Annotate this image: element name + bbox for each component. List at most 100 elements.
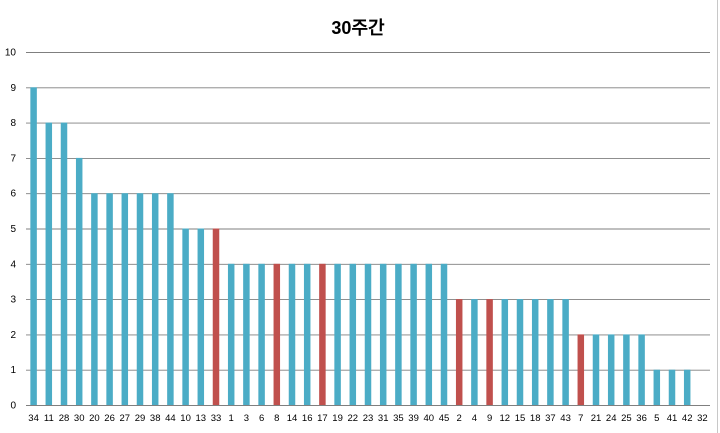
bar-17 (319, 263, 326, 405)
y-tick-label: 7 (10, 153, 16, 164)
x-tick-label: 8 (274, 413, 279, 424)
x-tick-label: 28 (59, 413, 70, 424)
x-tick-label: 43 (560, 413, 571, 424)
bar-19 (334, 263, 341, 405)
bar-28 (60, 122, 68, 405)
bar-16 (303, 263, 311, 405)
y-tick-label: 4 (10, 259, 16, 270)
x-tick-label: 16 (302, 413, 313, 424)
bar-13 (197, 228, 205, 405)
x-tick-label: 37 (545, 413, 556, 424)
x-tick-label: 2 (457, 413, 462, 424)
bar-14 (288, 263, 296, 405)
bar-18 (531, 299, 539, 405)
bar-42 (683, 369, 691, 405)
x-tick-label: 12 (500, 413, 511, 424)
x-tick-label: 29 (135, 413, 146, 424)
y-tick-label: 2 (10, 330, 16, 341)
x-tick-label: 14 (287, 413, 298, 424)
bar-1 (227, 263, 235, 405)
bar-8 (273, 263, 281, 405)
x-tick-label: 34 (28, 413, 39, 424)
y-tick-label: 1 (10, 365, 16, 376)
x-tick-label: 27 (120, 413, 131, 424)
x-tick-label: 17 (317, 413, 328, 424)
bar-45 (440, 263, 448, 405)
bar-44 (167, 193, 174, 405)
x-tick-label: 45 (439, 413, 450, 424)
y-tick-label: 9 (10, 83, 16, 94)
bars (30, 87, 691, 406)
x-tick-label: 20 (89, 413, 100, 424)
bar-43 (562, 299, 569, 405)
x-tick-label: 38 (150, 413, 161, 424)
bar-2 (455, 299, 463, 405)
bar-35 (395, 263, 402, 405)
x-tick-label: 23 (363, 413, 374, 424)
bar-27 (121, 193, 129, 405)
bar-38 (151, 193, 159, 405)
x-tick-label: 33 (211, 413, 222, 424)
bar-21 (592, 334, 600, 405)
x-tick-label: 4 (472, 413, 477, 424)
bar-6 (258, 263, 265, 405)
x-tick-label: 31 (378, 413, 389, 424)
bar-5 (653, 369, 661, 405)
x-tick-label: 25 (621, 413, 632, 424)
chart-title: 30주간 (331, 18, 385, 38)
y-axis-ticks: 0 1 2 3 4 5 6 7 8 9 10 (5, 48, 17, 412)
x-tick-label: 36 (636, 413, 647, 424)
bar-9 (486, 299, 493, 405)
bar-4 (471, 299, 478, 405)
x-tick-label: 7 (578, 413, 583, 424)
x-tick-label: 24 (606, 413, 617, 424)
x-tick-label: 40 (424, 413, 435, 424)
bar-37 (547, 299, 554, 405)
x-tick-label: 5 (654, 413, 659, 424)
bar-7 (577, 334, 585, 405)
bar-26 (106, 193, 113, 405)
x-tick-label: 10 (180, 413, 191, 424)
x-tick-label: 22 (348, 413, 359, 424)
x-tick-label: 1 (229, 413, 234, 424)
bar-22 (349, 263, 357, 405)
bar-25 (623, 334, 630, 405)
bar-3 (243, 263, 250, 405)
y-tick-label: 10 (5, 48, 17, 59)
bar-29 (136, 193, 144, 405)
x-tick-label: 21 (591, 413, 602, 424)
bar-31 (379, 263, 387, 405)
y-tick-label: 3 (10, 295, 16, 306)
bar-41 (668, 369, 676, 405)
y-tick-label: 8 (10, 118, 16, 129)
bar-23 (364, 263, 372, 405)
x-tick-label: 44 (165, 413, 176, 424)
x-tick-label: 35 (393, 413, 404, 424)
bar-15 (516, 299, 524, 405)
bar-24 (607, 334, 615, 405)
x-tick-label: 19 (332, 413, 343, 424)
x-tick-label: 3 (244, 413, 249, 424)
bar-10 (182, 228, 189, 405)
bar-30 (75, 157, 83, 405)
x-axis-ticks: 34 11 28 30 20 26 27 29 38 44 10 13 33 1 3 6 8 14 16 17 19 22… (28, 413, 707, 424)
x-tick-label: 9 (487, 413, 492, 424)
bar-40 (425, 263, 433, 405)
x-tick-label: 6 (259, 413, 264, 424)
x-tick-label: 32 (697, 413, 708, 424)
y-tick-label: 0 (10, 401, 16, 412)
x-tick-label: 26 (104, 413, 115, 424)
bar-20 (91, 193, 98, 405)
bar-11 (45, 122, 53, 405)
x-tick-label: 41 (667, 413, 678, 424)
x-tick-label: 18 (530, 413, 541, 424)
x-tick-label: 15 (515, 413, 526, 424)
x-tick-label: 42 (682, 413, 693, 424)
bar-33 (212, 228, 220, 405)
bar-34 (30, 87, 37, 406)
y-tick-label: 5 (10, 224, 16, 235)
x-tick-label: 13 (196, 413, 207, 424)
bar-12 (501, 299, 509, 405)
x-tick-label: 30 (74, 413, 85, 424)
